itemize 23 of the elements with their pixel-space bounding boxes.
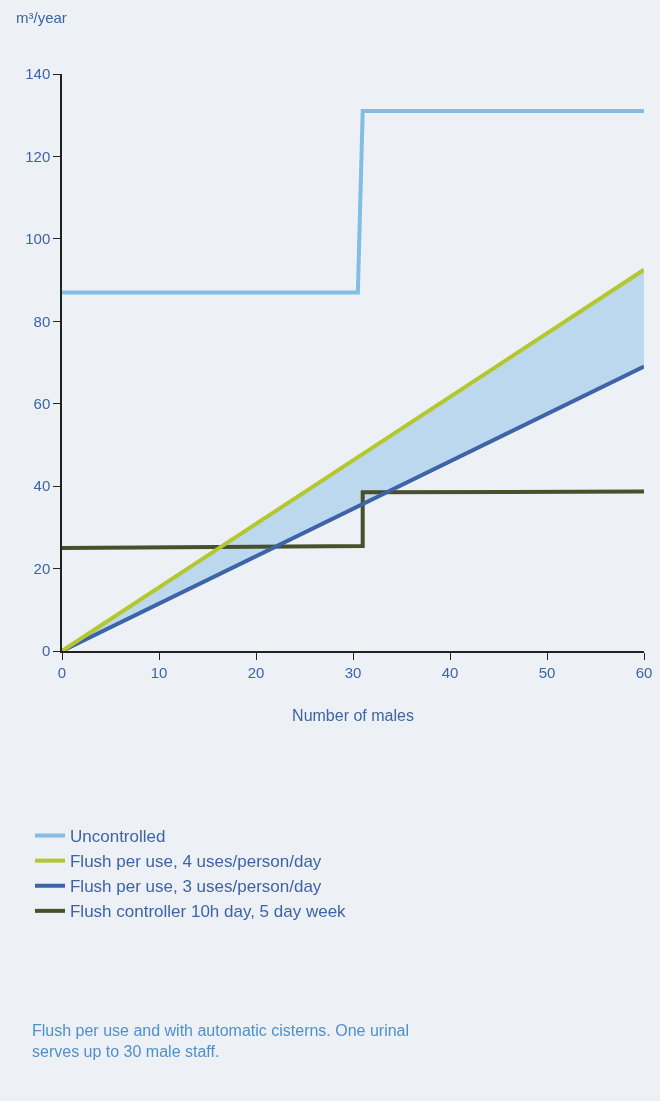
legend-label: Flush per use, 3 uses/person/day xyxy=(69,877,322,897)
x-tick-label: 10 xyxy=(150,663,168,681)
y-tick-label: 0 xyxy=(41,642,51,660)
line-series xyxy=(62,489,644,550)
y-tick-label: 140 xyxy=(25,65,51,83)
y-axis-title: m³/year xyxy=(16,9,67,26)
legend-label: Uncontrolled xyxy=(69,827,166,847)
x-tick-label: 0 xyxy=(57,663,67,681)
x-tick-label: 30 xyxy=(344,663,362,681)
y-tick-label: 20 xyxy=(33,559,51,577)
y-tick-label: 40 xyxy=(33,477,51,495)
y-tick-label: 80 xyxy=(33,312,51,330)
y-tick-label: 60 xyxy=(33,394,51,412)
y-tick-label: 100 xyxy=(25,230,51,248)
y-tick-label: 120 xyxy=(25,147,51,165)
legend-label: Flush per use, 4 uses/person/day xyxy=(69,852,322,872)
x-tick-label: 20 xyxy=(247,663,265,681)
text: Flush per use and with automatic cisterns. One urinal serves up to 30 male staff. xyxy=(32,1022,410,1060)
x-tick-label: 40 xyxy=(441,663,459,681)
x-axis-title: Number of males xyxy=(292,706,414,724)
x-tick-label: 60 xyxy=(635,663,653,681)
x-tick-label: 50 xyxy=(538,663,556,681)
legend-label: Flush controller 10h day, 5 day week xyxy=(69,902,347,922)
